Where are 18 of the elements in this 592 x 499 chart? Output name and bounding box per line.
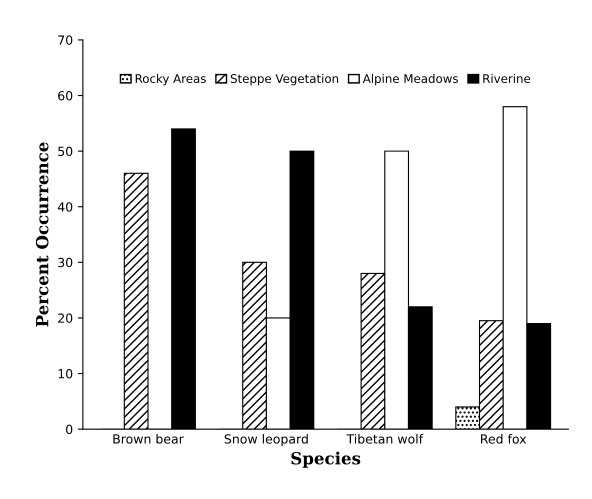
y-tick-label: 20	[58, 313, 72, 323]
legend-label: Rocky Areas	[136, 74, 206, 86]
y-tick-label: 10	[58, 369, 72, 378]
x-tick-label: Tibetan wolf	[346, 434, 424, 444]
y-tick-label: 70	[58, 35, 72, 45]
y-tick-label: 50	[58, 146, 72, 156]
legend-label: Alpine Meadows	[362, 74, 458, 86]
x-tick-label: Snow leopard	[224, 434, 308, 446]
legend-label: Steppe Vegetation	[230, 74, 338, 86]
x-tick-label: Red fox	[481, 434, 526, 444]
y-tick-label: 30	[58, 258, 72, 268]
legend-label: Riverine	[483, 74, 530, 84]
y-tick-label: 60	[58, 90, 72, 100]
y-tick-label: 0	[66, 424, 72, 434]
x-tick-label: Brown bear	[113, 434, 184, 444]
x-axis-title: Species	[291, 452, 360, 468]
y-tick-label: 40	[58, 202, 72, 212]
y-axis-title: Percent Occurrence	[36, 142, 48, 327]
